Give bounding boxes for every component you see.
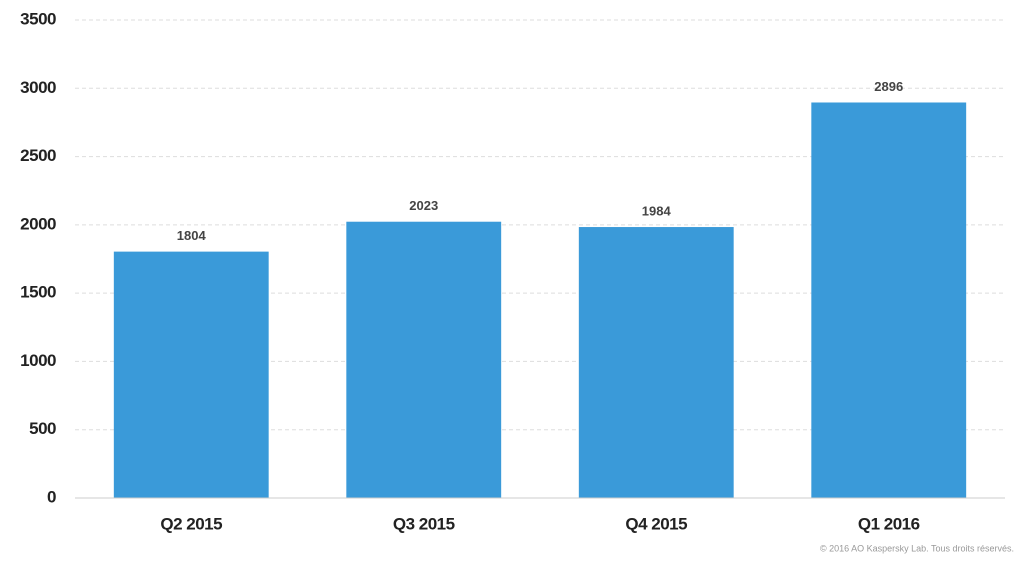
copyright: © 2016 AO Kaspersky Lab. Tous droits rés… [820,543,1014,553]
bar [113,251,269,498]
value-label: 2896 [874,79,903,94]
y-tick-label: 2500 [20,146,56,165]
x-tick-label: Q1 2016 [858,514,920,533]
x-tick-label: Q3 2015 [393,514,455,533]
value-label: 1804 [177,228,207,243]
value-label: 2023 [409,198,438,213]
value-label: 1984 [642,203,672,218]
bar [578,227,734,498]
y-tick-label: 500 [29,419,56,438]
bar [346,221,502,498]
x-tick-label: Q4 2015 [625,514,687,533]
bar [811,102,967,499]
y-tick-label: 3500 [20,9,56,28]
x-tick-label: Q2 2015 [160,514,222,533]
y-tick-label: 3000 [20,78,56,97]
y-tick-label: 0 [47,487,56,506]
y-tick-label: 1000 [20,351,56,370]
y-tick-label: 2000 [20,214,56,233]
y-tick-label: 1500 [20,283,56,302]
